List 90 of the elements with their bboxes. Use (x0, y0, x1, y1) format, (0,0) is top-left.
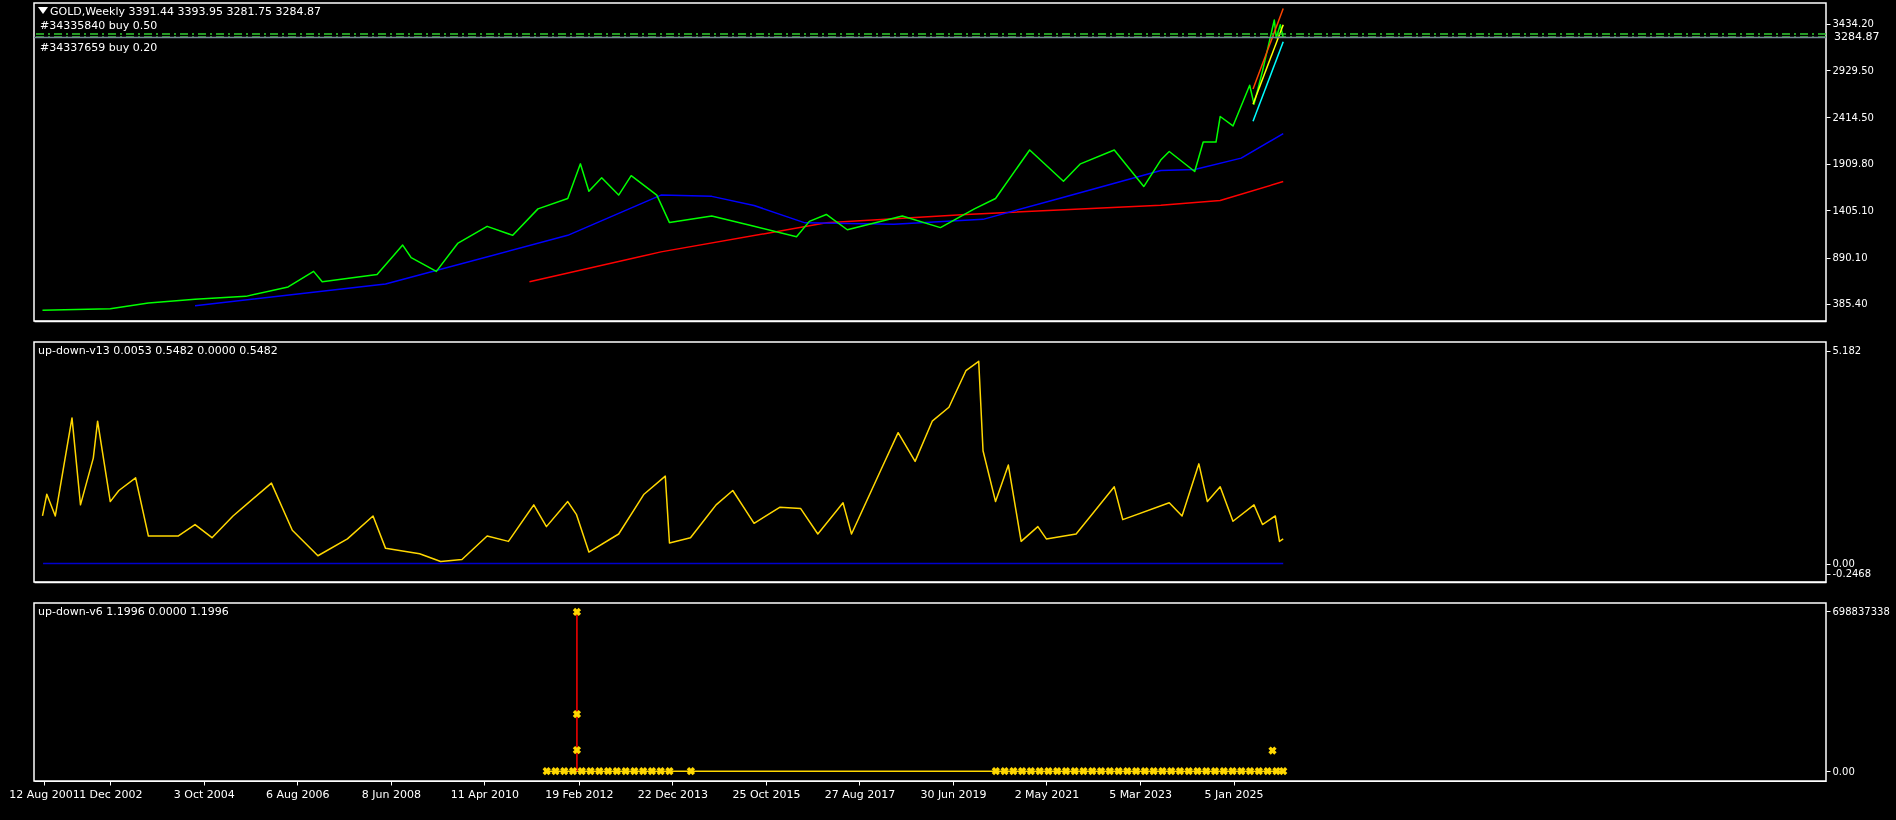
point (1202, 767, 1211, 776)
point (586, 767, 595, 776)
point (1272, 767, 1281, 776)
point (1268, 746, 1277, 755)
y-tick-label: 2414.50 (1832, 111, 1874, 123)
x-tick-label: 1 Dec 2002 (79, 787, 143, 801)
point (1140, 767, 1150, 776)
point (1088, 767, 1097, 776)
y-tick-label: 3434.20 (1832, 18, 1874, 30)
y-tick-label: 698837338 (1832, 605, 1890, 617)
point (1009, 767, 1018, 776)
x-tick-label: 25 Oct 2015 (732, 787, 801, 801)
line-series (528, 180, 1284, 283)
y-tick-label: 2929.50 (1832, 64, 1874, 76)
line-series (41, 19, 1284, 312)
point (686, 767, 696, 776)
point (630, 767, 639, 776)
point (1096, 767, 1106, 776)
point (1035, 767, 1044, 776)
point (1184, 767, 1193, 776)
x-tick-label: 2 May 2021 (1014, 787, 1080, 801)
ref-line-label: #34335840 buy 0.50 (40, 18, 158, 32)
x-tick-label: 19 Feb 2012 (545, 787, 614, 801)
point (656, 767, 665, 776)
point (1026, 767, 1036, 776)
point (1149, 767, 1158, 776)
x-tick-label: 30 Jun 2019 (920, 787, 987, 801)
point (1158, 767, 1167, 776)
point (603, 767, 613, 776)
point (1079, 767, 1088, 776)
y-tick-label: 1405.10 (1832, 204, 1874, 216)
point (1061, 767, 1071, 776)
y-tick-label: 0.00 (1832, 765, 1855, 777)
point (991, 767, 1000, 776)
y-tick-label: -0.2468 (1832, 568, 1872, 580)
point (595, 767, 604, 776)
point (577, 767, 586, 776)
point (568, 767, 578, 776)
point (542, 767, 551, 776)
point (551, 767, 560, 776)
x-tick-label: 3 Oct 2004 (173, 787, 235, 801)
chart-title: GOLD,Weekly 3391.44 3393.95 3281.75 3284.87 (50, 5, 321, 18)
y-tick-label: 5.182 (1832, 345, 1862, 357)
x-tick-label: 27 Aug 2017 (824, 787, 896, 801)
point (612, 767, 621, 776)
point (1245, 767, 1255, 776)
ref-line-label: 3284.87 (1834, 30, 1880, 44)
point (572, 607, 582, 617)
x-tick-label: 11 Apr 2010 (450, 787, 519, 801)
x-tick-label: 12 Aug 2001 (9, 787, 80, 801)
x-tick-label: 8 Jun 2008 (361, 787, 421, 801)
x-tick-label: 5 Mar 2023 (1109, 787, 1172, 801)
point (621, 767, 630, 776)
point (1053, 767, 1062, 776)
x-tick-label: 22 Dec 2013 (637, 787, 709, 801)
chart-title: up-down-v13 0.0053 0.5482 0.0000 0.5482 (38, 344, 278, 357)
point (1219, 767, 1228, 776)
point (572, 709, 582, 719)
y-tick-label: 385.40 (1832, 298, 1868, 310)
point (1254, 767, 1264, 776)
point (1017, 767, 1027, 776)
point (572, 745, 582, 755)
point (1000, 767, 1009, 776)
y-tick-label: 0.00 (1832, 558, 1855, 570)
point (1070, 767, 1079, 776)
line-series (41, 360, 1284, 563)
point (1210, 767, 1220, 776)
point (1131, 767, 1141, 776)
point (1175, 767, 1185, 776)
point (1044, 767, 1053, 776)
x-tick-label: 5 Jan 2025 (1204, 787, 1264, 801)
point (647, 767, 657, 776)
ref-line-label: #34337659 buy 0.20 (40, 41, 158, 55)
point (1123, 767, 1132, 776)
point (1114, 767, 1123, 776)
point (1105, 767, 1114, 776)
x-tick-label: 6 Aug 2006 (266, 787, 330, 801)
point (1193, 767, 1202, 776)
chart-title: up-down-v6 1.1996 0.0000 1.1996 (38, 605, 229, 618)
line-series (194, 132, 1284, 307)
point (1228, 767, 1237, 776)
point (1237, 767, 1246, 776)
point (1263, 767, 1272, 776)
point (1279, 767, 1288, 776)
point (560, 767, 569, 776)
point (1167, 767, 1176, 776)
y-tick-label: 890.10 (1832, 252, 1868, 264)
y-tick-label: 1909.80 (1832, 158, 1874, 170)
point (665, 767, 674, 776)
point (639, 767, 648, 776)
